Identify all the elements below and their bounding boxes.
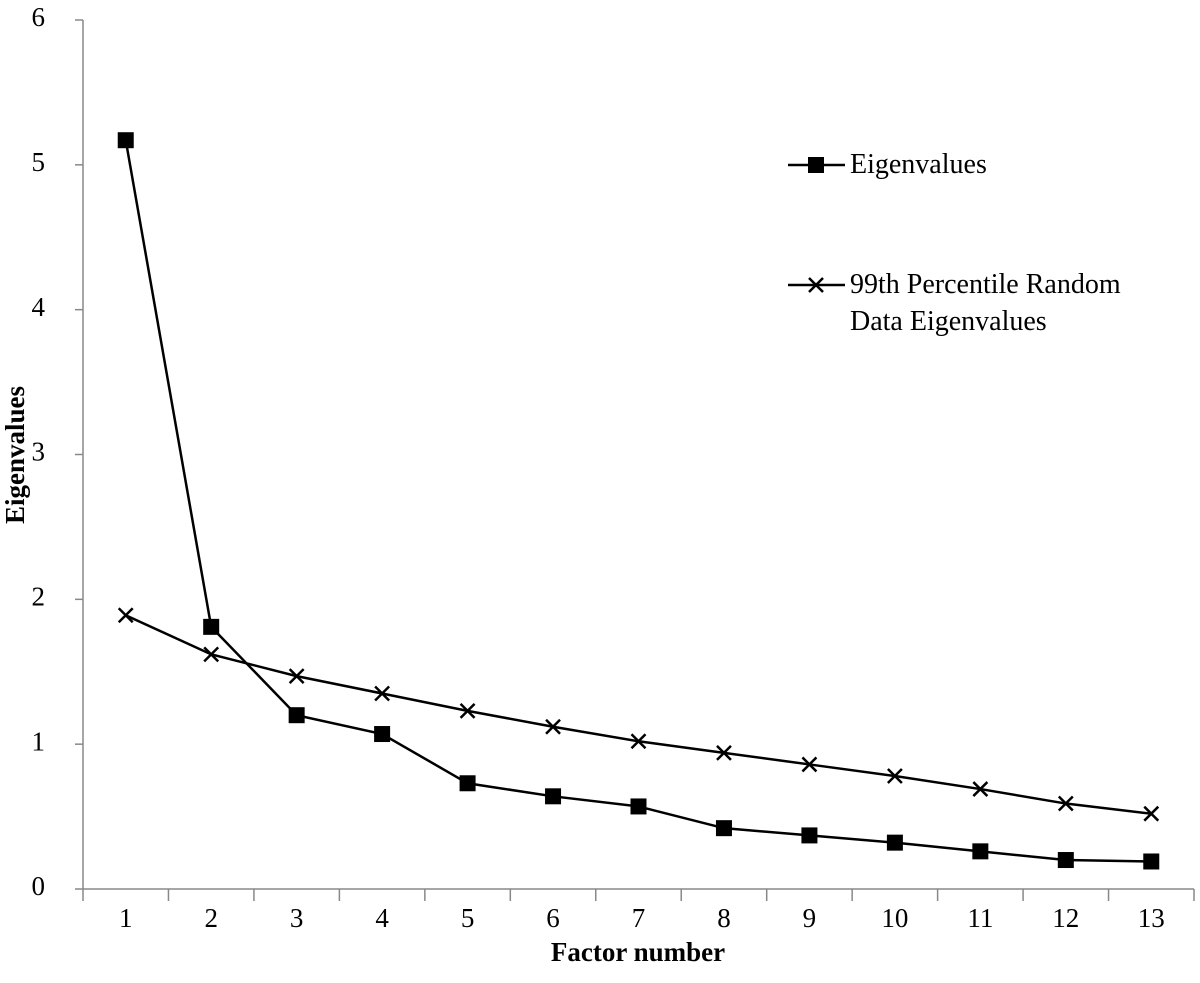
x-tick-label: 12 bbox=[1052, 903, 1079, 933]
y-tick-label: 1 bbox=[32, 726, 46, 756]
x-tick-label: 1 bbox=[119, 903, 133, 933]
marker-x bbox=[117, 607, 134, 624]
marker-x bbox=[808, 277, 824, 293]
x-tick-label: 9 bbox=[803, 903, 817, 933]
x-tick-label: 8 bbox=[717, 903, 731, 933]
y-tick-label: 2 bbox=[32, 582, 46, 612]
marker-x bbox=[972, 781, 989, 797]
x-tick-label: 6 bbox=[546, 903, 560, 933]
marker-x bbox=[374, 685, 390, 702]
series-line bbox=[124, 139, 1152, 863]
x-tick-label: 5 bbox=[461, 903, 475, 933]
legend-label: Eigenvalues bbox=[850, 149, 987, 180]
x-tick-label: 2 bbox=[204, 903, 218, 933]
marker-square bbox=[801, 827, 818, 844]
y-tick-label: 4 bbox=[32, 292, 46, 322]
x-tick-label: 3 bbox=[290, 903, 304, 933]
marker-x bbox=[1057, 795, 1074, 812]
marker-x bbox=[630, 733, 647, 750]
legend-label: 99th Percentile Random Data Eigenvalues bbox=[850, 269, 1121, 337]
x-tick-label: 13 bbox=[1138, 903, 1165, 933]
marker-x bbox=[887, 768, 903, 784]
marker-square bbox=[374, 726, 391, 743]
marker-x bbox=[545, 718, 561, 735]
y-axis-title: Eigenvalues bbox=[0, 386, 30, 524]
marker-square bbox=[630, 798, 647, 815]
marker-x bbox=[203, 646, 220, 663]
x-tick-label: 4 bbox=[375, 903, 389, 933]
marker-x bbox=[459, 702, 476, 719]
y-tick-label: 6 bbox=[32, 2, 46, 32]
y-tick-label: 0 bbox=[32, 871, 46, 901]
marker-square bbox=[886, 834, 903, 851]
marker-square bbox=[203, 618, 220, 635]
marker-square bbox=[1057, 852, 1074, 869]
marker-square bbox=[288, 707, 305, 724]
marker-square bbox=[117, 132, 134, 149]
x-tick-label: 7 bbox=[632, 903, 646, 933]
marker-square bbox=[545, 788, 562, 805]
marker-square bbox=[972, 843, 989, 860]
marker-x bbox=[716, 744, 732, 761]
marker-square bbox=[715, 820, 732, 837]
marker-square bbox=[1143, 853, 1160, 870]
x-tick-label: 11 bbox=[967, 903, 993, 933]
marker-x bbox=[288, 668, 305, 684]
series-line bbox=[125, 614, 1152, 815]
x-tick-label: 10 bbox=[881, 903, 908, 933]
y-tick-label: 5 bbox=[32, 147, 46, 177]
marker-square bbox=[459, 775, 476, 792]
marker-square bbox=[808, 157, 824, 173]
x-axis-title: Factor number bbox=[551, 937, 725, 967]
y-tick-label: 3 bbox=[32, 437, 46, 467]
marker-x bbox=[1143, 805, 1160, 822]
marker-x bbox=[801, 756, 818, 773]
